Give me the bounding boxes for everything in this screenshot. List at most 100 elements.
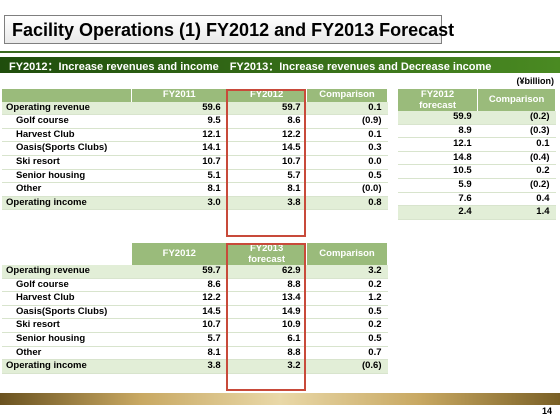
cell-value: 62.9 xyxy=(226,265,307,279)
table-header-row: FY2012 forecast Comparison xyxy=(398,89,556,111)
cell-value: 3.2 xyxy=(306,265,388,279)
table-header-row: FY2011 FY2012 Comparison xyxy=(2,89,388,102)
fy2012-results-table: FY2011 FY2012 Comparison Operating reven… xyxy=(2,89,388,211)
table-row: Operating revenue 59.7 62.9 3.2 xyxy=(2,265,388,279)
table-row: Golf course 9.5 8.6 (0.9) xyxy=(2,114,388,129)
unit-label: (¥billion) xyxy=(516,76,555,86)
cell-value: (0.3) xyxy=(477,124,556,139)
cell-value: 0.1 xyxy=(306,128,388,143)
cell-value: (0.0) xyxy=(306,182,388,197)
cell-value: 10.9 xyxy=(226,318,307,333)
header-comparison: Comparison xyxy=(477,89,556,111)
cell-value: 8.8 xyxy=(226,278,307,293)
row-label: Harvest Club xyxy=(2,291,132,306)
cell-value: 12.2 xyxy=(131,291,227,306)
header-fy2012: FY2012 xyxy=(131,243,228,265)
table-row: 8.9 (0.3) xyxy=(398,124,556,139)
cell-value: 14.1 xyxy=(131,141,227,156)
header-fy2012-forecast: FY2012 forecast xyxy=(398,89,479,111)
cell-value: 6.1 xyxy=(226,332,307,347)
row-label: Operating revenue xyxy=(2,101,132,116)
table-row: Harvest Club 12.1 12.2 0.1 xyxy=(2,128,388,143)
row-label: Ski resort xyxy=(2,318,132,333)
cell-value: 5.1 xyxy=(131,169,227,184)
cell-value: 10.7 xyxy=(226,155,307,170)
cell-value: 14.8 xyxy=(398,151,478,166)
row-label: Senior housing xyxy=(2,332,132,347)
cell-value: 5.9 xyxy=(398,178,478,193)
row-label: Operating revenue xyxy=(2,265,132,279)
table-row: Oasis(Sports Clubs) 14.1 14.5 0.3 xyxy=(2,141,388,156)
footer-band xyxy=(0,393,560,405)
table-row: 14.8 (0.4) xyxy=(398,151,556,166)
highlight-box-fy2013-forecast xyxy=(226,243,306,391)
cell-value: 5.7 xyxy=(131,332,227,347)
fy2012-forecast-table: FY2012 forecast Comparison 59.9 (0.2) 8.9(… xyxy=(398,89,556,220)
cell-value: 8.1 xyxy=(131,346,227,361)
header-comparison: Comparison xyxy=(306,243,388,265)
row-label: Other xyxy=(2,346,132,361)
cell-value: 8.9 xyxy=(398,124,478,139)
cell-value: 0.3 xyxy=(306,141,388,156)
table-row: 59.9 (0.2) xyxy=(398,111,556,125)
table-row: Oasis(Sports Clubs) 14.5 14.9 0.5 xyxy=(2,305,388,320)
cell-value: (0.9) xyxy=(306,114,388,129)
row-label: Senior housing xyxy=(2,169,132,184)
cell-value: 0.2 xyxy=(306,318,388,333)
header-blank xyxy=(2,243,133,265)
cell-value: 12.2 xyxy=(226,128,307,143)
cell-value: 0.8 xyxy=(306,196,388,211)
table-row: Ski resort 10.7 10.7 0.0 xyxy=(2,155,388,170)
cell-value: 8.1 xyxy=(226,182,307,197)
table-row: Operating income 3.8 3.2 (0.6) xyxy=(2,359,388,374)
cell-value: 8.8 xyxy=(226,346,307,361)
cell-value: (0.2) xyxy=(477,178,556,193)
cell-value: 0.0 xyxy=(306,155,388,170)
cell-value: 12.1 xyxy=(131,128,227,143)
table-row: Other 8.1 8.1 (0.0) xyxy=(2,182,388,197)
cell-value: 0.7 xyxy=(306,346,388,361)
header-fy2012: FY2012 xyxy=(226,89,308,102)
header-fy2013-forecast: FY2013 forecast xyxy=(226,243,308,265)
cell-value: 5.7 xyxy=(226,169,307,184)
cell-value: 0.5 xyxy=(306,332,388,347)
cell-value: (0.4) xyxy=(477,151,556,166)
cell-value: 9.5 xyxy=(131,114,227,129)
cell-value: 8.6 xyxy=(226,114,307,129)
row-label: Operating income xyxy=(2,196,132,211)
cell-value: (0.6) xyxy=(306,359,388,374)
cell-value: 3.8 xyxy=(226,196,307,211)
table-row: Operating income 3.0 3.8 0.8 xyxy=(2,196,388,211)
cell-value: 3.8 xyxy=(131,359,227,374)
table-row: 2.4 1.4 xyxy=(398,205,556,220)
header-comparison: Comparison xyxy=(306,89,388,102)
cell-value: 14.5 xyxy=(226,141,307,156)
cell-value: 12.1 xyxy=(398,137,478,152)
cell-value: 14.9 xyxy=(226,305,307,320)
cell-value: 3.2 xyxy=(226,359,307,374)
cell-value: (0.2) xyxy=(477,111,556,125)
row-label: Golf course xyxy=(2,114,132,129)
cell-value: 10.7 xyxy=(131,318,227,333)
cell-value: 1.2 xyxy=(306,291,388,306)
title-divider xyxy=(0,51,560,53)
table-row: 10.5 0.2 xyxy=(398,164,556,179)
table-row: 7.6 0.4 xyxy=(398,192,556,207)
row-label: Oasis(Sports Clubs) xyxy=(2,305,132,320)
cell-value: 0.2 xyxy=(306,278,388,293)
title-box: Facility Operations (1) FY2012 and FY201… xyxy=(4,15,454,44)
cell-value: 14.5 xyxy=(131,305,227,320)
cell-value: 10.7 xyxy=(131,155,227,170)
cell-value: 8.6 xyxy=(131,278,227,293)
table-row: Senior housing 5.1 5.7 0.5 xyxy=(2,169,388,184)
cell-value: 13.4 xyxy=(226,291,307,306)
cell-value: 0.1 xyxy=(306,101,388,116)
cell-value: 59.7 xyxy=(226,101,307,116)
header-blank xyxy=(2,89,133,102)
row-label: Ski resort xyxy=(2,155,132,170)
header-fy2011: FY2011 xyxy=(131,89,228,102)
table-row: Senior housing 5.7 6.1 0.5 xyxy=(2,332,388,347)
table-row: Operating revenue 59.6 59.7 0.1 xyxy=(2,101,388,116)
page-number: 14 xyxy=(541,406,552,416)
cell-value: 59.7 xyxy=(131,265,227,279)
